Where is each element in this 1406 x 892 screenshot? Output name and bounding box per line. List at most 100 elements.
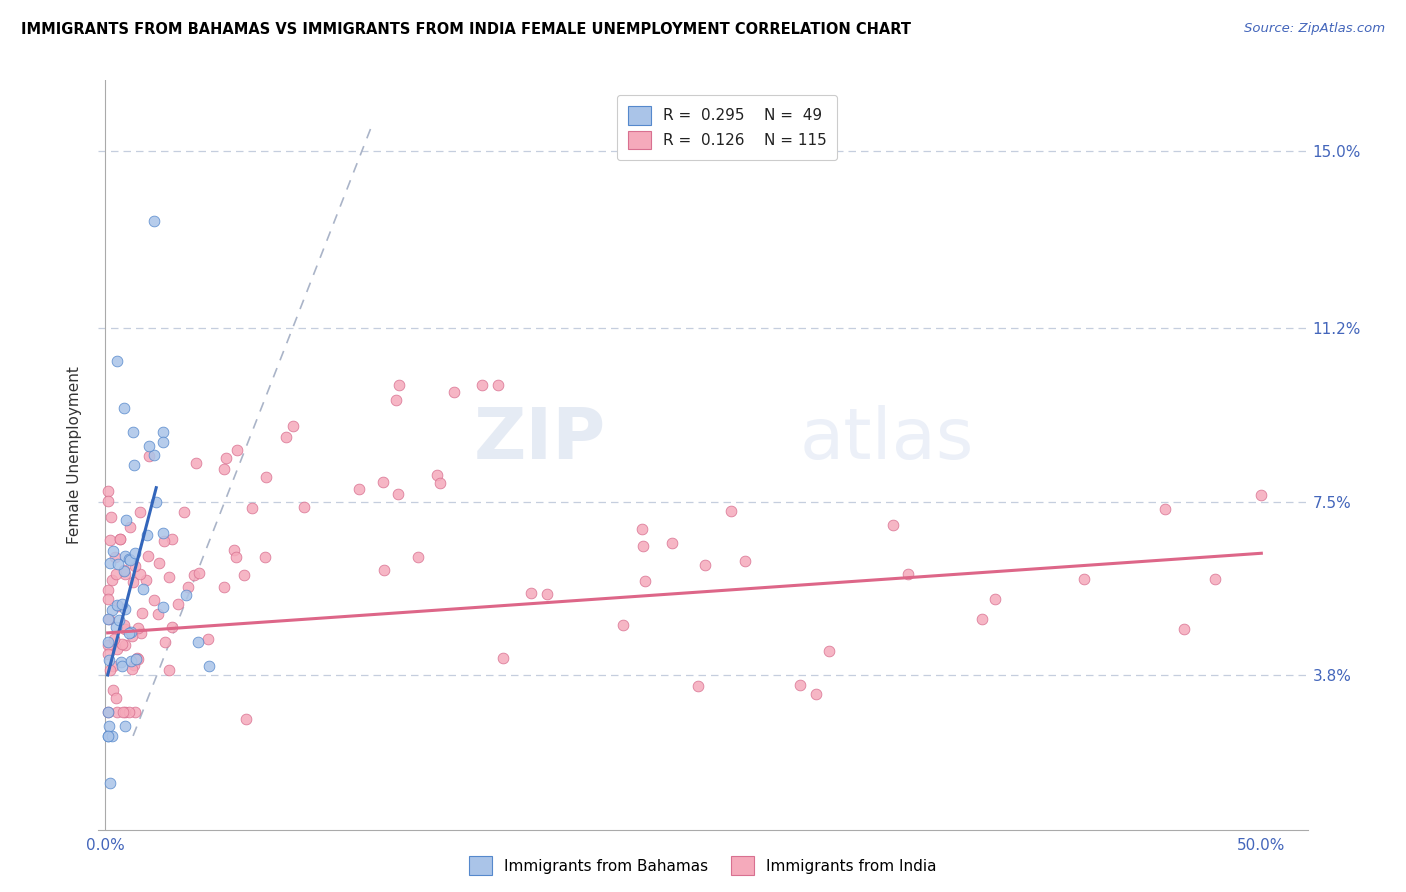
Point [97, 705, 120, 719]
Point [720, 504, 742, 518]
Point [152, 600, 174, 615]
Point [98, 663, 121, 677]
Point [128, 566, 150, 581]
Point [118, 551, 141, 566]
Point [152, 425, 174, 440]
Point [114, 719, 136, 733]
Point [235, 712, 257, 726]
Point [486, 377, 509, 392]
Point [111, 706, 134, 720]
Point [124, 657, 146, 672]
Point [101, 573, 124, 587]
Point [183, 568, 205, 582]
Point [107, 706, 129, 720]
Point [98, 776, 121, 790]
Point [121, 629, 143, 643]
Point [634, 574, 657, 589]
Point [122, 425, 145, 439]
Point [101, 729, 124, 743]
Point [117, 706, 139, 720]
Point [112, 617, 135, 632]
Point [101, 603, 124, 617]
Point [492, 651, 515, 665]
Point [110, 655, 132, 669]
Point [388, 377, 411, 392]
Point [443, 384, 465, 399]
Point [114, 622, 136, 636]
Point [118, 520, 141, 534]
Point [274, 430, 297, 444]
Point [631, 540, 654, 554]
Point [1173, 622, 1195, 636]
Point [148, 556, 170, 570]
Point [225, 550, 247, 565]
Point [132, 582, 155, 596]
Point [104, 567, 127, 582]
Point [97, 718, 120, 732]
Point [371, 475, 394, 489]
Text: atlas: atlas [800, 406, 974, 475]
Point [972, 612, 994, 626]
Point [97, 484, 120, 499]
Legend: Immigrants from Bahamas, Immigrants from India: Immigrants from Bahamas, Immigrants from… [461, 848, 945, 882]
Point [105, 598, 128, 612]
Point [115, 513, 138, 527]
Point [1204, 572, 1226, 586]
Legend: R =  0.295    N =  49, R =  0.126    N = 115: R = 0.295 N = 49, R = 0.126 N = 115 [617, 95, 838, 161]
Text: Source: ZipAtlas.com: Source: ZipAtlas.com [1244, 22, 1385, 36]
Point [129, 626, 152, 640]
Point [120, 624, 142, 639]
Point [897, 566, 920, 581]
Point [1153, 501, 1175, 516]
Point [131, 607, 153, 621]
Point [124, 706, 146, 720]
Point [97, 612, 120, 626]
Point [145, 494, 167, 508]
Point [107, 599, 129, 613]
Point [98, 557, 121, 571]
Point [804, 687, 827, 701]
Point [103, 659, 125, 673]
Point [97, 647, 120, 661]
Point [153, 533, 176, 548]
Point [121, 662, 143, 676]
Point [124, 458, 146, 472]
Point [118, 626, 141, 640]
Point [135, 574, 157, 588]
Text: IMMIGRANTS FROM BAHAMAS VS IMMIGRANTS FROM INDIA FEMALE UNEMPLOYMENT CORRELATION: IMMIGRANTS FROM BAHAMAS VS IMMIGRANTS FR… [21, 22, 911, 37]
Point [536, 587, 558, 601]
Point [471, 377, 494, 392]
Point [97, 635, 120, 649]
Point [157, 663, 180, 677]
Point [101, 543, 124, 558]
Point [187, 566, 209, 580]
Point [103, 632, 125, 647]
Point [136, 549, 159, 564]
Point [97, 611, 120, 625]
Point [384, 392, 406, 407]
Point [520, 586, 543, 600]
Point [387, 487, 409, 501]
Point [127, 652, 149, 666]
Point [112, 401, 135, 415]
Point [111, 597, 134, 611]
Point [240, 501, 263, 516]
Y-axis label: Female Unemployment: Female Unemployment [67, 366, 83, 544]
Point [426, 468, 449, 483]
Point [212, 462, 235, 476]
Point [408, 549, 430, 564]
Point [143, 448, 166, 462]
Point [734, 554, 756, 568]
Point [118, 552, 141, 566]
Point [612, 617, 634, 632]
Point [789, 678, 811, 692]
Point [173, 505, 195, 519]
Point [166, 597, 188, 611]
Point [105, 354, 128, 368]
Point [108, 613, 131, 627]
Point [114, 602, 136, 616]
Point [120, 654, 142, 668]
Point [97, 583, 120, 598]
Point [661, 536, 683, 550]
Point [184, 456, 207, 470]
